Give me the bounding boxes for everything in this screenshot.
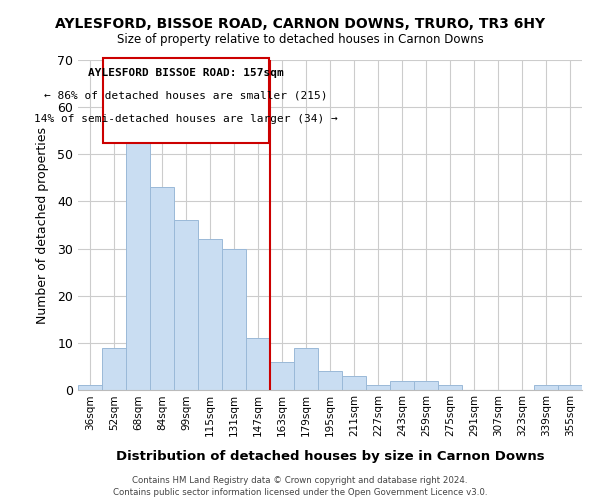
Text: Contains public sector information licensed under the Open Government Licence v3: Contains public sector information licen… xyxy=(113,488,487,497)
Bar xyxy=(246,338,270,390)
Text: AYLESFORD BISSOE ROAD: 157sqm: AYLESFORD BISSOE ROAD: 157sqm xyxy=(88,68,284,78)
Bar xyxy=(150,188,174,390)
X-axis label: Distribution of detached houses by size in Carnon Downs: Distribution of detached houses by size … xyxy=(116,450,544,463)
Bar xyxy=(222,248,246,390)
Bar xyxy=(318,371,342,390)
Bar xyxy=(558,386,582,390)
Bar xyxy=(342,376,366,390)
Bar xyxy=(390,380,414,390)
Bar xyxy=(78,386,102,390)
Bar xyxy=(534,386,558,390)
Bar xyxy=(102,348,126,390)
Bar xyxy=(103,58,269,142)
Bar xyxy=(198,239,222,390)
Text: 14% of semi-detached houses are larger (34) →: 14% of semi-detached houses are larger (… xyxy=(34,114,338,124)
Bar xyxy=(270,362,294,390)
Text: Size of property relative to detached houses in Carnon Downs: Size of property relative to detached ho… xyxy=(116,34,484,46)
Bar xyxy=(366,386,390,390)
Text: AYLESFORD, BISSOE ROAD, CARNON DOWNS, TRURO, TR3 6HY: AYLESFORD, BISSOE ROAD, CARNON DOWNS, TR… xyxy=(55,18,545,32)
Bar xyxy=(414,380,438,390)
Bar xyxy=(174,220,198,390)
Text: ← 86% of detached houses are smaller (215): ← 86% of detached houses are smaller (21… xyxy=(44,90,328,101)
Y-axis label: Number of detached properties: Number of detached properties xyxy=(36,126,49,324)
Bar xyxy=(294,348,318,390)
Text: Contains HM Land Registry data © Crown copyright and database right 2024.: Contains HM Land Registry data © Crown c… xyxy=(132,476,468,485)
Bar xyxy=(438,386,462,390)
Bar xyxy=(126,126,150,390)
